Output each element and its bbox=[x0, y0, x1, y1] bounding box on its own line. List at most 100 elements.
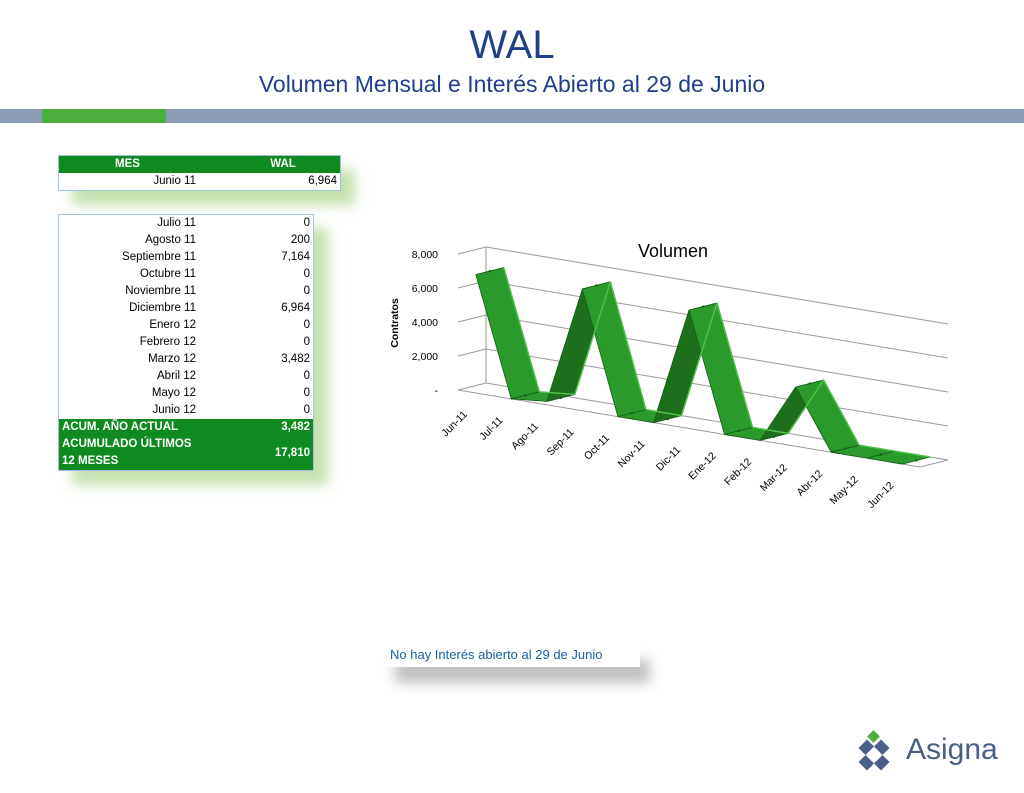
monthly-table: Julio 11 0 Agosto 11 200 Septiembre 11 7,164 O… bbox=[58, 214, 314, 471]
ribbon-edge bbox=[822, 379, 860, 446]
table-row: Octubre 11 0 bbox=[59, 266, 314, 283]
data-point bbox=[843, 447, 847, 450]
row-mes: Agosto 11 bbox=[145, 234, 196, 246]
chart-title: Volumen bbox=[638, 241, 708, 261]
table-row: Septiembre 11 7,164 bbox=[59, 249, 314, 266]
ribbon-edge bbox=[859, 444, 895, 452]
page-title: WAL bbox=[469, 23, 555, 67]
asigna-logo-mark bbox=[858, 730, 890, 771]
row-mes: Diciembre 11 bbox=[129, 302, 196, 314]
x-tick-label: Dic-11 bbox=[654, 444, 684, 474]
ribbon-edge bbox=[752, 426, 789, 435]
y-tick-label: - bbox=[435, 385, 439, 397]
table-row: Mayo 12 0 bbox=[59, 385, 314, 402]
row-wal: 0 bbox=[303, 387, 310, 399]
data-point bbox=[772, 435, 776, 439]
row-wal: 7,164 bbox=[281, 251, 310, 263]
row-mes: Abril 12 bbox=[157, 370, 196, 382]
row-wal: 0 bbox=[303, 285, 310, 297]
row-wal: 0 bbox=[303, 319, 310, 331]
ribbon-edge bbox=[787, 379, 825, 434]
data-point bbox=[488, 269, 491, 273]
x-tick-label: Oct-11 bbox=[582, 432, 612, 462]
volume-chart: - 2,000 4,000 6,000 8,000 Jun-11 Jul-11 Ago-11 S… bbox=[389, 241, 949, 511]
ribbon-edge bbox=[609, 281, 647, 410]
open-interest-note: No hay Interés abierto al 29 de Junio bbox=[385, 643, 640, 667]
x-tick-label: Ene-12 bbox=[686, 450, 719, 483]
data-point bbox=[666, 417, 669, 421]
table-header-row: MES WAL bbox=[58, 155, 341, 173]
header-band bbox=[0, 109, 1024, 123]
header-band-accent bbox=[42, 109, 166, 123]
table-row: Julio 11 0 bbox=[59, 215, 314, 233]
table-row: Abril 12 0 bbox=[59, 368, 314, 385]
x-tick-label: Jul-11 bbox=[477, 414, 505, 442]
data-point bbox=[701, 305, 705, 308]
x-tick-label: Ago-11 bbox=[509, 420, 541, 452]
total-row: ACUM. AÑO ACTUAL 3,482 bbox=[58, 419, 314, 436]
gridline-side bbox=[457, 246, 487, 255]
total-label: ACUMULADO ÚLTIMOS 12 MESES bbox=[58, 436, 199, 471]
total-label: ACUM. AÑO ACTUAL bbox=[58, 419, 199, 436]
row-mes: Mayo 12 bbox=[151, 387, 196, 399]
x-tick-label: Nov-11 bbox=[616, 438, 648, 470]
x-tick-label: Jun-11 bbox=[439, 408, 470, 439]
x-tick-label: Feb-12 bbox=[722, 456, 754, 488]
table-row: Marzo 12 3,482 bbox=[59, 351, 314, 368]
summary-table: MES WAL Junio 11 6,964 bbox=[58, 155, 341, 191]
x-tick-label: Abr-12 bbox=[795, 468, 826, 499]
data-point bbox=[879, 453, 882, 456]
ribbon-edge bbox=[645, 408, 682, 417]
gridline bbox=[485, 246, 949, 325]
row-wal: 6,964 bbox=[281, 302, 310, 314]
row-wal: 0 bbox=[303, 268, 310, 280]
table-row: Diciembre 11 6,964 bbox=[59, 300, 314, 317]
y-axis-label: Contratos bbox=[389, 298, 401, 348]
data-point bbox=[808, 382, 811, 385]
row-mes: Noviembre 11 bbox=[125, 285, 196, 297]
data-point bbox=[595, 284, 598, 287]
row-mes: Octubre 11 bbox=[139, 268, 196, 280]
ribbon-edge bbox=[894, 450, 931, 458]
data-point bbox=[524, 394, 527, 397]
row-wal: 0 bbox=[303, 336, 310, 348]
x-tick-label: Jun-12 bbox=[865, 480, 896, 511]
y-tick-label: 6,000 bbox=[412, 283, 438, 295]
row-wal: 6,964 bbox=[308, 175, 337, 187]
ribbon-edge bbox=[503, 267, 541, 393]
table-row: Enero 12 0 bbox=[59, 317, 314, 334]
total-row: ACUMULADO ÚLTIMOS 12 MESES 17,810 bbox=[58, 436, 314, 471]
table-row: Junio 11 6,964 bbox=[59, 173, 341, 191]
y-tick-label: 2,000 bbox=[412, 351, 438, 363]
x-tick-label: Mar-12 bbox=[758, 462, 790, 494]
y-tick-label: 4,000 bbox=[412, 317, 438, 329]
data-point bbox=[915, 459, 918, 462]
ribbon-edge bbox=[680, 302, 718, 416]
row-mes: Septiembre 11 bbox=[122, 251, 196, 263]
row-mes: Febrero 12 bbox=[139, 336, 196, 348]
row-mes: Marzo 12 bbox=[148, 353, 196, 365]
asigna-logo-text: Asigna bbox=[906, 733, 998, 766]
gridline-side bbox=[457, 314, 487, 323]
gridline-side bbox=[457, 382, 487, 391]
row-wal: 0 bbox=[303, 217, 310, 229]
table-row: Junio 12 0 bbox=[59, 402, 314, 419]
table-row: Febrero 12 0 bbox=[59, 334, 314, 351]
row-wal: 200 bbox=[290, 234, 310, 246]
row-wal: 0 bbox=[303, 404, 310, 416]
ribbon-edge bbox=[539, 391, 575, 396]
row-mes: Enero 12 bbox=[149, 319, 196, 331]
total-value: 3,482 bbox=[199, 419, 314, 436]
x-tick-label: May-12 bbox=[828, 474, 861, 507]
table-row: Noviembre 11 0 bbox=[59, 283, 314, 300]
ribbon-edge bbox=[716, 302, 754, 428]
ribbon-segment bbox=[688, 302, 754, 435]
total-value: 17,810 bbox=[199, 436, 314, 471]
row-mes: Julio 11 bbox=[157, 217, 196, 229]
ribbon-edge bbox=[574, 281, 612, 395]
floor-right bbox=[919, 459, 949, 468]
x-tick-label: Sep-11 bbox=[545, 426, 577, 458]
ribbon-segment bbox=[581, 281, 647, 418]
row-wal: 0 bbox=[303, 370, 310, 382]
row-mes: Junio 12 bbox=[152, 404, 196, 416]
